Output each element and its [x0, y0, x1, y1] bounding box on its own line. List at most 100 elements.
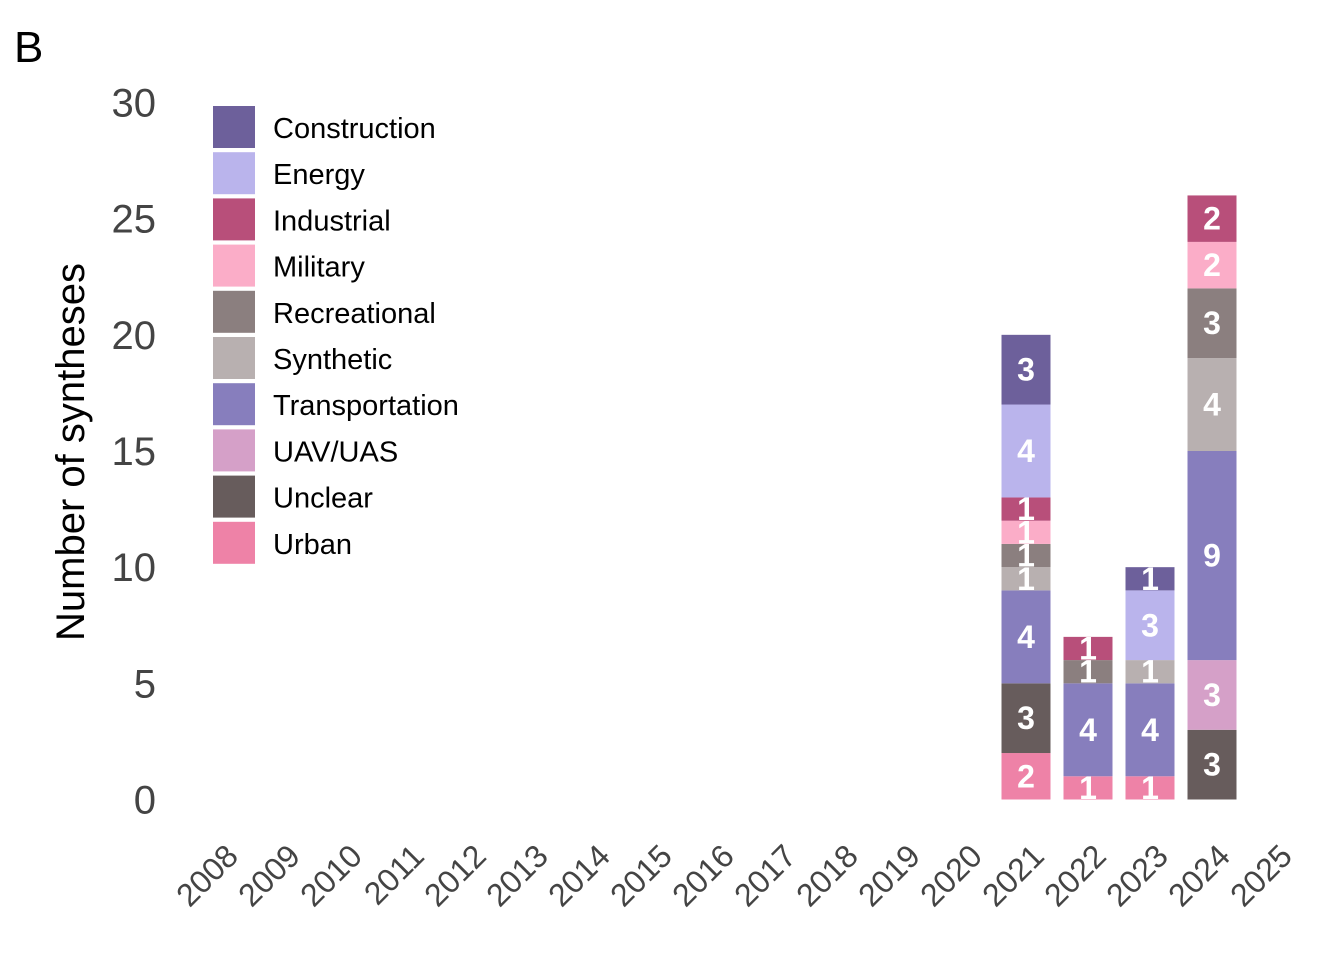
bar-data-label: 4	[1079, 712, 1097, 748]
legend-label: Unclear	[273, 483, 373, 515]
x-tick-label: 2021	[975, 837, 1051, 913]
legend-swatch	[213, 429, 255, 472]
x-tick-label: 2011	[357, 837, 431, 911]
x-tick-label: 2023	[1099, 837, 1175, 913]
bar-data-label: 1	[1079, 654, 1097, 690]
legend-swatch	[213, 290, 255, 333]
bar-data-label: 3	[1017, 700, 1035, 736]
x-tick-label: 2019	[851, 837, 927, 913]
x-tick-label: 2024	[1161, 837, 1237, 913]
x-tick-label: 2016	[665, 837, 741, 913]
y-tick-label: 0	[134, 779, 156, 823]
bar-segment	[1063, 636, 1113, 661]
bar-data-label: 3	[1017, 352, 1035, 388]
x-tick-label: 2012	[417, 837, 493, 913]
x-tick-label: 2022	[1037, 837, 1113, 913]
y-tick-label: 20	[112, 314, 157, 358]
legend-label: Transportation	[273, 390, 459, 422]
bar-data-label: 1	[1141, 770, 1159, 806]
legend-label: Energy	[273, 159, 365, 191]
bar-data-label: 1	[1141, 561, 1159, 597]
x-tick-label: 2008	[169, 837, 245, 913]
legend-label: Construction	[273, 113, 436, 145]
legend-label: UAV/UAS	[273, 436, 398, 468]
y-tick-label: 15	[112, 430, 157, 474]
legend-label: Industrial	[273, 205, 391, 237]
bar-data-label: 2	[1017, 758, 1035, 794]
x-axis-ticks: 2008200920102011201220132014201520162017…	[169, 837, 1299, 913]
bar-data-label: 4	[1141, 712, 1159, 748]
bar-segment	[1001, 334, 1051, 405]
bar-segment	[1125, 660, 1175, 684]
x-tick-label: 2013	[479, 837, 555, 913]
bar-data-label: 3	[1203, 747, 1221, 783]
bar-segment	[1187, 241, 1237, 289]
bar-segment	[1187, 288, 1237, 359]
legend-swatch	[213, 521, 255, 564]
bar-data-label: 1	[1017, 514, 1035, 550]
legend: Construction Energy Industrial Military Recr…	[213, 106, 459, 564]
x-tick-label: 2010	[293, 837, 369, 913]
x-tick-label: 2025	[1223, 837, 1299, 913]
legend-swatch	[213, 475, 255, 518]
x-tick-label: 2014	[541, 837, 617, 913]
y-tick-label: 5	[134, 662, 156, 706]
x-tick-label: 2009	[231, 837, 307, 913]
legend-label: Synthetic	[273, 344, 392, 376]
bar-segment	[1001, 497, 1051, 521]
legend-swatch	[213, 337, 255, 379]
y-tick-label: 25	[112, 198, 157, 242]
bar-segment	[1187, 358, 1237, 451]
y-axis-label: Number of syntheses	[49, 263, 93, 641]
bar-segment	[1187, 660, 1237, 730]
bar-segment	[1125, 683, 1175, 777]
bar-data-label: 9	[1203, 538, 1221, 574]
legend-swatch	[213, 152, 255, 195]
x-tick-label: 2018	[789, 837, 865, 913]
bar-data-label: 1	[1017, 491, 1035, 527]
bar-data-label: 3	[1203, 305, 1221, 341]
legend-swatch	[213, 106, 255, 148]
bar-segment	[1063, 660, 1113, 684]
legend-label: Urban	[273, 529, 352, 561]
bar-data-label: 3	[1141, 607, 1159, 643]
bar-data-label: 1	[1079, 630, 1097, 666]
x-tick-label: 2015	[603, 837, 679, 913]
y-tick-label: 10	[112, 546, 157, 590]
bar-segment	[1001, 590, 1051, 684]
bar-data-label: 4	[1017, 619, 1035, 655]
bar-segment	[1187, 451, 1237, 661]
legend-swatch	[213, 244, 255, 287]
bar-segment	[1187, 729, 1237, 800]
bar-segment	[1001, 567, 1051, 591]
bar-segment	[1001, 404, 1051, 498]
y-tick-label: 30	[112, 82, 157, 126]
bar-segment	[1001, 753, 1051, 800]
bar-segment	[1187, 195, 1237, 242]
bar-data-label: 1	[1017, 538, 1035, 574]
bar-segment	[1063, 683, 1113, 777]
bar-segment	[1001, 520, 1051, 544]
bar-data-label: 1	[1017, 561, 1035, 597]
bar-segment	[1063, 776, 1113, 800]
bar-segment	[1125, 776, 1175, 800]
legend-label: Military	[273, 252, 365, 284]
bar-data-label: 1	[1141, 654, 1159, 690]
x-tick-label: 2017	[727, 837, 803, 913]
y-axis-ticks: 0 5 10 15 20 25 30	[112, 82, 157, 823]
panel-label: B	[14, 23, 43, 72]
bar-data-label: 2	[1203, 201, 1221, 237]
bar-segment	[1125, 567, 1175, 591]
legend-label: Recreational	[273, 298, 436, 330]
x-tick-label: 2020	[913, 837, 989, 913]
legend-swatch	[213, 198, 255, 241]
bar-data-label: 1	[1079, 770, 1097, 806]
bar-segment	[1125, 590, 1175, 661]
bar-segment	[1001, 683, 1051, 754]
bar-data-label: 4	[1017, 433, 1035, 469]
bar-data-label: 3	[1203, 677, 1221, 713]
bar-data-label: 2	[1203, 247, 1221, 283]
legend-swatch	[213, 383, 255, 426]
